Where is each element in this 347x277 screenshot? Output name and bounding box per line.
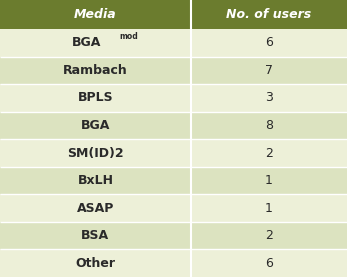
- Text: 8: 8: [265, 119, 273, 132]
- Bar: [191, 84, 347, 112]
- Text: 2: 2: [265, 229, 273, 242]
- Text: 6: 6: [265, 36, 273, 49]
- Text: BPLS: BPLS: [78, 91, 113, 104]
- Bar: [191, 250, 347, 277]
- Bar: [0, 112, 191, 139]
- Text: 1: 1: [265, 174, 273, 187]
- Text: 6: 6: [265, 257, 273, 270]
- Bar: [0, 222, 191, 250]
- Bar: [0, 194, 191, 222]
- Text: BSA: BSA: [81, 229, 110, 242]
- Bar: [0, 167, 191, 194]
- Text: 7: 7: [265, 64, 273, 77]
- Bar: [0, 250, 191, 277]
- Bar: [191, 222, 347, 250]
- Text: BGA: BGA: [81, 119, 110, 132]
- Bar: [0, 139, 191, 167]
- Text: Other: Other: [75, 257, 116, 270]
- Bar: [191, 112, 347, 139]
- Text: 3: 3: [265, 91, 273, 104]
- Text: SM(ID)2: SM(ID)2: [67, 147, 124, 160]
- Text: Rambach: Rambach: [63, 64, 128, 77]
- Text: BxLH: BxLH: [77, 174, 113, 187]
- Bar: [0, 57, 191, 84]
- Text: 2: 2: [265, 147, 273, 160]
- Bar: [0, 29, 191, 57]
- Bar: [191, 139, 347, 167]
- Bar: [0, 0, 191, 29]
- Text: No. of users: No. of users: [226, 8, 312, 21]
- Text: BGA: BGA: [72, 36, 101, 49]
- Text: ASAP: ASAP: [77, 202, 114, 215]
- Bar: [191, 194, 347, 222]
- Bar: [191, 29, 347, 57]
- Text: mod: mod: [120, 32, 138, 41]
- Bar: [0, 84, 191, 112]
- Bar: [191, 0, 347, 29]
- Text: Media: Media: [74, 8, 117, 21]
- Bar: [191, 57, 347, 84]
- Bar: [191, 167, 347, 194]
- Text: 1: 1: [265, 202, 273, 215]
